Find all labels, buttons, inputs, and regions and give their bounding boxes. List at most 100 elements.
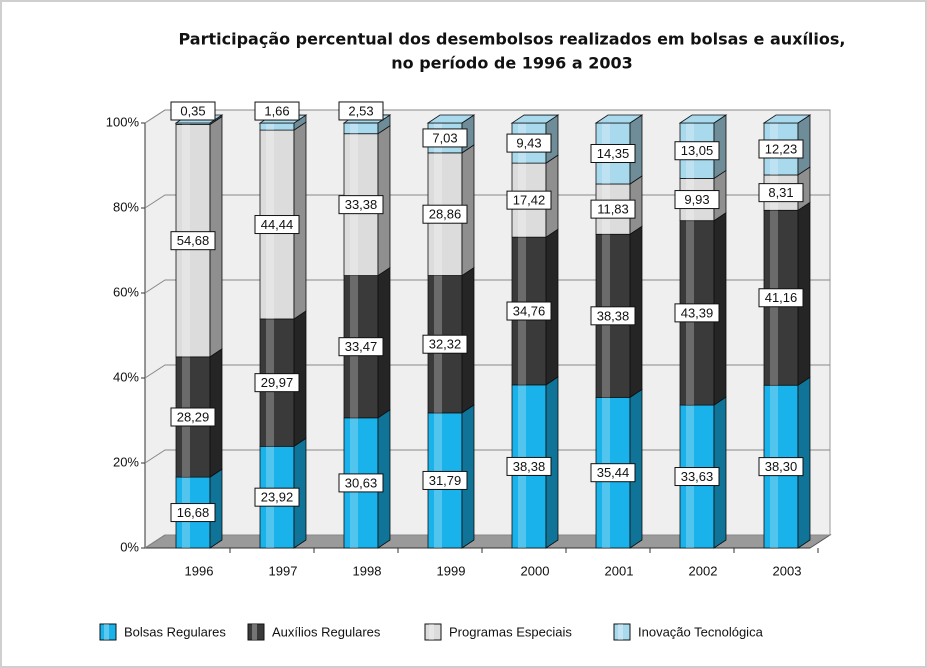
bar-segment	[343, 122, 379, 135]
value-label: 31,79	[429, 473, 462, 488]
value-label-box	[674, 303, 720, 323]
value-label-box	[590, 143, 636, 163]
bar-side-shade	[294, 115, 306, 131]
bar-side-shade	[630, 175, 642, 235]
value-label: 41,16	[765, 290, 798, 305]
value-label-box	[170, 101, 216, 121]
value-label-box	[338, 473, 384, 493]
grid-line	[144, 109, 830, 124]
value-label: 33,47	[345, 339, 378, 354]
bar-highlight	[266, 123, 274, 131]
x-tick-label: 2003	[773, 563, 802, 578]
value-label: 44,44	[261, 217, 294, 232]
value-label: 30,63	[345, 475, 378, 490]
floor	[143, 534, 832, 549]
bar-side-shade	[378, 409, 390, 548]
value-label-box	[674, 467, 720, 487]
value-label: 8,31	[768, 185, 793, 200]
value-label: 28,86	[429, 207, 462, 222]
value-label: 43,39	[681, 305, 714, 320]
bar-top	[510, 114, 560, 124]
value-label: 9,93	[684, 192, 709, 207]
x-tick-label: 2000	[521, 563, 550, 578]
value-label-box	[674, 141, 720, 161]
value-label-box	[170, 503, 216, 523]
value-label-box	[254, 373, 300, 393]
y-tick-label: 60%	[113, 284, 139, 299]
value-label-box	[254, 101, 300, 121]
value-label-box	[590, 199, 636, 219]
value-label: 33,63	[681, 469, 714, 484]
value-label: 28,29	[177, 409, 210, 424]
value-label: 11,83	[597, 202, 629, 217]
value-label-box	[422, 334, 468, 354]
bar-side-shade	[378, 125, 390, 276]
value-label: 9,43	[516, 136, 541, 151]
bar-side-shade	[210, 348, 222, 478]
value-label-box	[422, 128, 468, 148]
back-wall	[144, 109, 831, 549]
bar-side-shade	[294, 310, 306, 447]
legend-swatch	[613, 623, 631, 641]
y-tick-label: 0%	[120, 539, 139, 554]
value-label: 1,66	[264, 103, 289, 118]
bar-side-shade	[630, 389, 642, 548]
value-label: 7,03	[432, 130, 457, 145]
bar-side-shade	[630, 226, 642, 398]
value-label: 14,35	[597, 146, 630, 161]
chart-subtitle: no período de 1996 a 2003	[391, 54, 633, 73]
value-label: 35,44	[597, 465, 630, 480]
bar-segment	[259, 122, 295, 131]
bar-side-shade	[546, 155, 558, 238]
legend-label: Auxílios Regulares	[272, 624, 381, 639]
x-tick-label: 1997	[269, 563, 298, 578]
y-tick-label: 40%	[113, 369, 139, 384]
bar-side-shade	[210, 116, 222, 357]
value-label-box	[590, 463, 636, 483]
bar-top	[594, 114, 644, 124]
x-tick-label: 1998	[353, 563, 382, 578]
value-label: 38,38	[513, 459, 546, 474]
bar-side-shade	[378, 267, 390, 418]
value-label-box	[254, 215, 300, 235]
value-label: 2,53	[348, 103, 373, 118]
value-label-box	[758, 139, 804, 159]
value-label-box	[170, 407, 216, 427]
value-label: 54,68	[177, 233, 210, 248]
value-label: 23,92	[261, 490, 294, 505]
chart-title: Participação percentual dos desembolsos …	[179, 30, 846, 49]
value-label-box	[422, 204, 468, 224]
bar-side-shade	[378, 114, 390, 134]
bar-top	[678, 114, 728, 124]
bar-side-shade	[630, 115, 642, 184]
value-label: 33,38	[345, 197, 378, 212]
x-tick-label: 1999	[437, 563, 466, 578]
bar-side-shade	[798, 115, 810, 175]
value-label: 34,76	[513, 303, 546, 318]
bar-side-shade	[546, 229, 558, 385]
y-tick-label: 80%	[113, 199, 139, 214]
x-tick-label: 1996	[185, 563, 214, 578]
value-label-box	[758, 288, 804, 308]
bar-side-shade	[462, 144, 474, 276]
y-tick-label: 100%	[106, 114, 140, 129]
value-label-box	[422, 470, 468, 490]
value-label: 0,35	[180, 103, 205, 118]
value-label-box	[254, 487, 300, 507]
bar-highlight	[350, 122, 358, 134]
legend-label: Inovação Tecnológica	[638, 624, 764, 639]
bar-side-shade	[462, 404, 474, 548]
bar-top	[426, 114, 476, 124]
value-label-box	[506, 133, 552, 153]
value-label: 12,23	[765, 141, 798, 156]
bar-side-shade	[210, 469, 222, 548]
x-tick-label: 2002	[689, 563, 718, 578]
legend-swatch-highlight	[429, 624, 434, 640]
bar-top	[762, 114, 812, 124]
value-label-box	[506, 456, 552, 476]
bar-side-shade	[294, 438, 306, 548]
value-label-box	[338, 101, 384, 121]
legend-swatch	[424, 623, 442, 641]
value-label-box	[590, 306, 636, 326]
